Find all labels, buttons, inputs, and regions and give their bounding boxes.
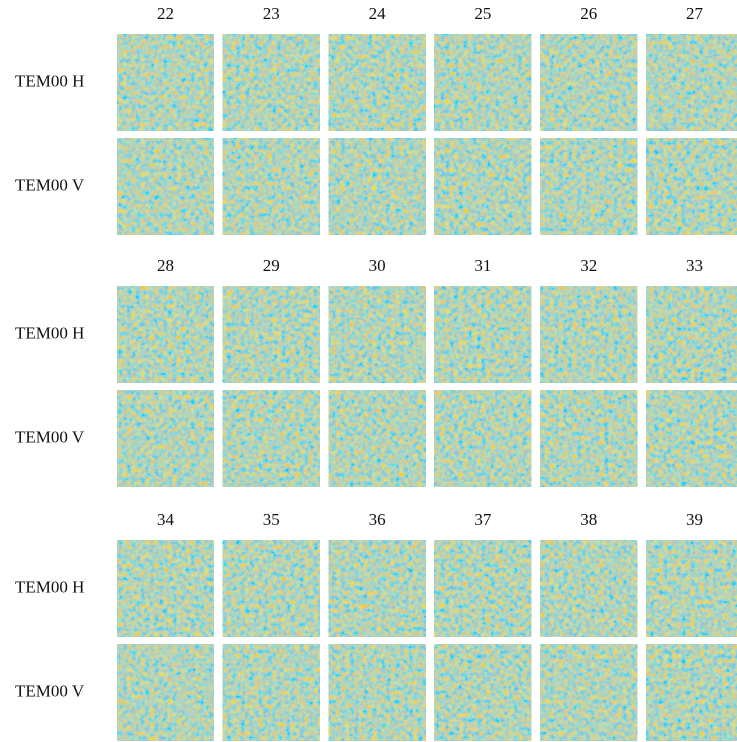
column-label: 26 xyxy=(580,4,597,23)
column-label: 22 xyxy=(157,4,174,23)
image-tile xyxy=(646,138,737,235)
image-tile xyxy=(328,138,426,235)
image-tile xyxy=(328,540,426,637)
row-label: TEM00 H xyxy=(15,323,84,342)
column-label: 32 xyxy=(580,256,597,275)
image-tile xyxy=(117,286,214,383)
image-tile xyxy=(117,644,214,741)
image-tile xyxy=(328,390,426,487)
column-label: 30 xyxy=(369,256,386,275)
column-label: 35 xyxy=(263,510,280,529)
image-tile xyxy=(434,138,532,235)
image-tile xyxy=(540,286,638,383)
column-label: 25 xyxy=(474,4,491,23)
column-label: 31 xyxy=(474,256,491,275)
image-tile xyxy=(646,390,737,487)
image-tile xyxy=(117,34,214,131)
image-tile xyxy=(222,138,320,235)
image-tile xyxy=(222,644,320,741)
image-tile xyxy=(646,286,737,383)
column-label: 24 xyxy=(369,4,387,23)
column-label: 39 xyxy=(686,510,703,529)
column-label: 23 xyxy=(263,4,280,23)
image-tile xyxy=(222,390,320,487)
image-tile xyxy=(328,286,426,383)
image-tile xyxy=(117,138,214,235)
column-label: 38 xyxy=(580,510,597,529)
image-tile xyxy=(328,34,426,131)
image-tile xyxy=(222,34,320,131)
image-tile xyxy=(540,34,638,131)
image-tile xyxy=(540,644,638,741)
image-tile xyxy=(646,34,737,131)
row-label: TEM00 V xyxy=(15,427,85,446)
image-tile xyxy=(540,540,638,637)
image-tile xyxy=(328,644,426,741)
image-tile xyxy=(434,286,532,383)
image-tile xyxy=(434,34,532,131)
row-label: TEM00 V xyxy=(15,175,85,194)
row-label: TEM00 H xyxy=(15,71,84,90)
image-tile xyxy=(434,540,532,637)
image-tile xyxy=(646,540,737,637)
row-label: TEM00 V xyxy=(15,681,85,700)
image-tile xyxy=(222,540,320,637)
column-label: 29 xyxy=(263,256,280,275)
column-label: 33 xyxy=(686,256,703,275)
row-label: TEM00 H xyxy=(15,577,84,596)
image-tile xyxy=(540,138,638,235)
image-tile xyxy=(117,540,214,637)
column-label: 34 xyxy=(157,510,175,529)
image-tile xyxy=(646,644,737,741)
image-tile xyxy=(117,390,214,487)
column-label: 37 xyxy=(474,510,492,529)
column-label: 36 xyxy=(369,510,386,529)
image-tile xyxy=(540,390,638,487)
image-tile xyxy=(434,390,532,487)
column-label: 27 xyxy=(686,4,704,23)
image-tile xyxy=(434,644,532,741)
image-tile xyxy=(222,286,320,383)
column-label: 28 xyxy=(157,256,174,275)
